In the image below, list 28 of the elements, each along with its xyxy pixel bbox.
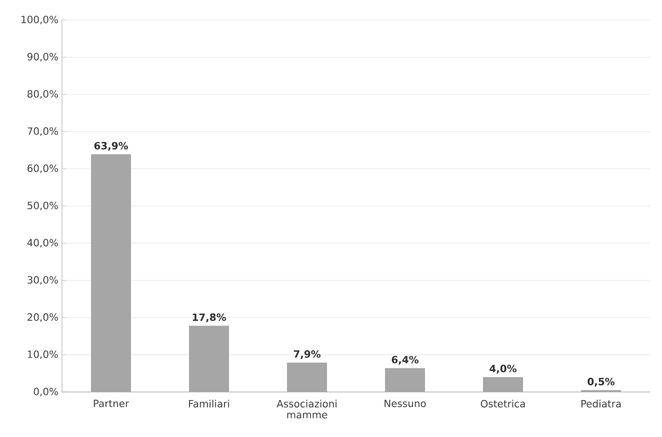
- y-tick-label: 80,0%: [28, 90, 58, 99]
- y-tick-label: 50,0%: [28, 202, 58, 210]
- data-label: 6,4%: [392, 356, 419, 365]
- bar: [385, 368, 426, 392]
- y-tick-label: 10,0%: [28, 350, 58, 360]
- bar: [287, 362, 328, 392]
- y-tick-label: 70,0%: [28, 127, 58, 136]
- bar: [189, 326, 230, 392]
- data-label: 17,8%: [192, 313, 226, 322]
- y-tick-label: 60,0%: [28, 164, 58, 174]
- data-label: 4,0%: [490, 364, 517, 374]
- y-tick-label: 30,0%: [28, 276, 58, 285]
- y-tick-label: 0,0%: [34, 388, 58, 396]
- bar: [91, 154, 132, 392]
- bar: [483, 377, 524, 392]
- x-tick-label: Nessuno: [384, 400, 426, 408]
- y-tick-label: 100,0%: [22, 16, 58, 24]
- data-label: 0,5%: [588, 378, 615, 387]
- data-label: 7,9%: [294, 350, 321, 360]
- x-tick-label: Partner: [94, 400, 130, 408]
- y-tick-label: 90,0%: [27, 52, 58, 62]
- x-tick-label: Associazioni mamme: [276, 400, 336, 418]
- x-tick-label: Ostetrica: [480, 400, 525, 408]
- data-label: 63,9%: [94, 142, 128, 151]
- y-tick-label: 40,0%: [27, 238, 58, 248]
- x-tick-label: Pediatra: [581, 400, 621, 408]
- x-tick-label: Familiari: [189, 400, 230, 408]
- y-tick-label: 20,0%: [28, 313, 58, 322]
